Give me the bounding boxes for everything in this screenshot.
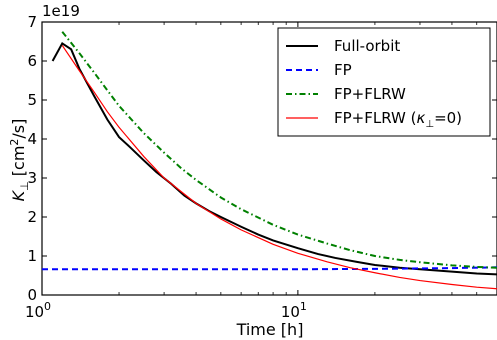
series-line-3 bbox=[61, 45, 497, 290]
y-tick-label: 6 bbox=[27, 52, 37, 70]
x-tick-label: 101 bbox=[281, 300, 307, 321]
y-tick-label: 1 bbox=[27, 247, 37, 265]
y-tick-label: 7 bbox=[27, 13, 37, 31]
y-label-units-sup: 2 bbox=[8, 139, 21, 146]
y-multiplier-label: 1e19 bbox=[42, 2, 80, 20]
series-layer bbox=[42, 31, 497, 290]
y-label-units-close: /s] bbox=[9, 119, 28, 139]
ticks-layer: 0 1 2 3 4 5 6 7 100 101 bbox=[25, 13, 497, 321]
x-axis-label: Time [h] bbox=[236, 320, 304, 339]
y-tick-label: 5 bbox=[27, 91, 37, 109]
legend-label-main: FP+FLRW ( bbox=[334, 109, 417, 127]
legend-label-sub: ⊥ bbox=[425, 119, 434, 130]
x-tick-label: 100 bbox=[25, 300, 51, 321]
y-tick-label: 0 bbox=[27, 286, 37, 304]
y-tick-label: 2 bbox=[27, 208, 37, 226]
series-line-0 bbox=[51, 42, 497, 276]
legend-label-tail: =0) bbox=[434, 109, 462, 127]
y-tick-label: 3 bbox=[27, 169, 37, 187]
legend-label-kappa: κ bbox=[417, 109, 426, 127]
legend-label-fp: FP bbox=[334, 61, 352, 79]
y-label-units-open: [cm bbox=[9, 146, 28, 182]
series-line-2 bbox=[61, 31, 497, 269]
legend-label-fp-flrw-kappa0: FP+FLRW (κ⊥=0) bbox=[334, 109, 462, 130]
y-axis-label: K⊥ [cm2/s] bbox=[8, 119, 31, 202]
legend: Full-orbit FP FP+FLRW FP+FLRW (κ⊥=0) bbox=[277, 27, 491, 137]
y-tick-label: 4 bbox=[27, 130, 37, 148]
legend-label-fp-flrw: FP+FLRW bbox=[334, 85, 406, 103]
y-label-sub: ⊥ bbox=[18, 181, 31, 191]
legend-label-full-orbit: Full-orbit bbox=[334, 37, 400, 55]
y-label-main: K bbox=[9, 189, 28, 201]
series-line-1 bbox=[42, 266, 497, 271]
